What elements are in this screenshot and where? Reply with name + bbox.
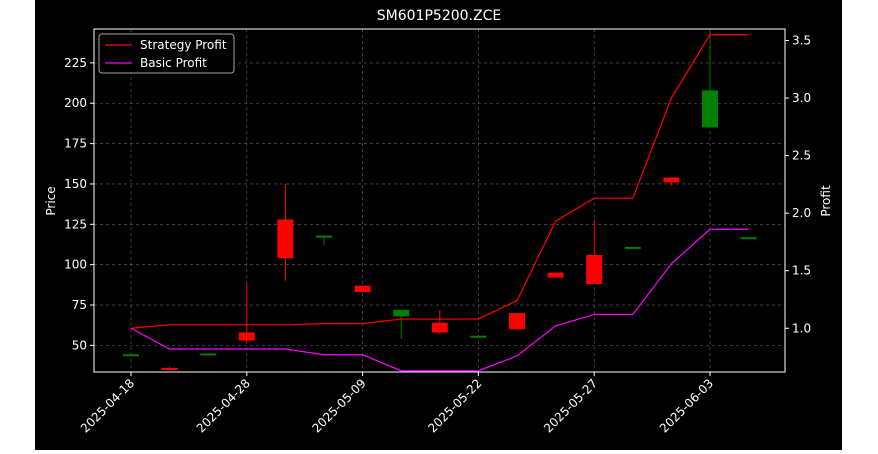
y-tick-label-left: 50 [72, 338, 87, 352]
y-tick-label-left: 150 [64, 177, 87, 191]
legend: Strategy Profit Basic Profit [98, 33, 235, 74]
strategy-profit-line [130, 34, 749, 329]
y-tick-label-right: 1.0 [792, 321, 811, 335]
candle-body [740, 237, 757, 240]
candle-body [161, 367, 178, 370]
candle-body [509, 313, 525, 330]
y-tick-label-left: 175 [64, 137, 87, 151]
x-tick-label: 2025-04-28 [194, 376, 253, 435]
y-tick-label-left: 75 [72, 298, 87, 312]
y-tick-label-right: 2.0 [792, 206, 811, 220]
y-tick-label-right: 1.5 [792, 264, 811, 278]
x-tick-label: 2025-05-27 [541, 376, 600, 435]
plot-frame [93, 28, 786, 373]
basic-profit-line [130, 228, 749, 372]
y-axis-label-right: Profit [819, 185, 833, 217]
candle-body [354, 285, 371, 293]
legend-label-basic: Basic Profit [140, 56, 207, 70]
candle-body [393, 309, 410, 317]
legend-label-strategy: Strategy Profit [140, 38, 227, 52]
axes: 50 75 100 125 150 175 200 225 1.0 1.5 2.0 2.5 3.0 3.5… [64, 34, 811, 436]
candle-body [123, 354, 139, 357]
candle-body [200, 353, 217, 356]
candle-body [702, 90, 718, 128]
y-tick-label-right: 3.5 [792, 34, 811, 48]
profit-lines [130, 34, 749, 372]
chart-title: SM601P5200.ZCE [377, 8, 501, 24]
y-tick-label-right: 3.0 [792, 91, 811, 105]
candlestick-chart: SM601P5200.ZCE Price Profit 50 75 100 125 15… [44, 8, 833, 436]
candle-body [277, 219, 294, 259]
candle-body [431, 322, 448, 333]
x-tick-label: 2025-06-03 [657, 376, 716, 435]
candle-body [238, 332, 255, 341]
chart-figure: SM601P5200.ZCE Price Profit 50 75 100 125 15… [35, 0, 842, 450]
candles [123, 30, 757, 370]
y-tick-label-left: 125 [64, 217, 87, 231]
y-tick-label-left: 100 [64, 258, 87, 272]
x-tick-label: 2025-05-09 [310, 376, 369, 435]
x-tick-label: 2025-04-18 [78, 376, 137, 435]
y-axis-label-left: Price [44, 186, 58, 215]
candle-body [586, 254, 603, 285]
y-tick-label-left: 225 [64, 56, 87, 70]
candle-body [470, 335, 487, 338]
candle-body [663, 177, 680, 183]
candle-body [547, 272, 564, 278]
x-tick-label: 2025-05-22 [425, 376, 484, 435]
candle-body [624, 246, 641, 249]
y-tick-label-right: 2.5 [792, 149, 811, 163]
candle-body [316, 235, 332, 238]
y-tick-label-left: 200 [64, 96, 87, 110]
